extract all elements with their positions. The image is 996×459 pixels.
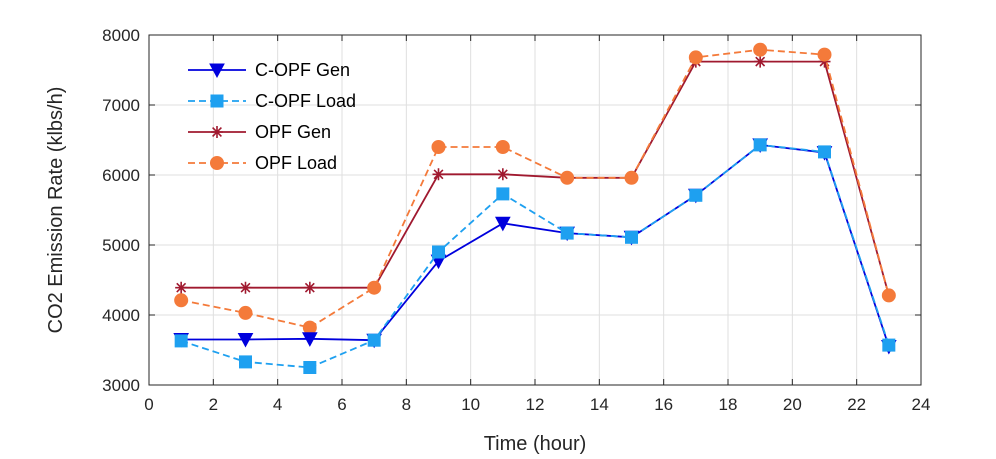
legend: C-OPF Gen C-OPF Load OPF Gen OPF Load [188,60,356,173]
x-tick-label: 0 [144,395,153,414]
data-point [496,168,509,181]
legend-entry: OPF Gen [188,122,331,142]
x-tick-label: 8 [402,395,411,414]
legend-marker [210,94,224,108]
legend-entry: OPF Load [188,153,337,173]
data-point [239,355,252,369]
x-tick-label: 4 [273,395,282,414]
data-point [239,281,252,294]
legend-label: OPF Gen [255,122,331,142]
data-point [175,281,188,294]
series-line [180,143,890,369]
legend-marker [211,126,223,138]
data-point [817,47,832,62]
data-point [882,338,896,352]
y-tick-label: 3000 [102,376,140,395]
legend-marker [209,63,225,79]
x-tick-label: 16 [654,395,673,414]
data-point [881,288,896,303]
data-point [688,50,703,65]
series-layer [173,42,897,374]
series-c-opf-load [174,138,896,374]
data-point [432,168,445,181]
legend-entry: C-OPF Load [188,91,356,111]
x-tick-label: 6 [337,395,346,414]
data-point [432,245,445,259]
data-point [753,42,768,57]
data-point [174,293,189,308]
grid-lines [149,35,921,385]
series-line [180,48,890,329]
data-point [367,333,381,347]
data-point [303,281,316,294]
series-line [181,60,890,296]
x-tick-label: 20 [783,395,802,414]
data-point [303,361,317,374]
legend-marker [210,156,224,170]
legend-label: C-OPF Gen [255,60,350,80]
x-tick-label: 22 [847,395,866,414]
x-tick-label: 12 [526,395,545,414]
x-tick-label: 14 [590,395,609,414]
data-point [753,138,767,152]
data-point [174,334,188,348]
legend-entry: C-OPF Gen [188,60,350,80]
data-point [689,188,703,202]
y-tick-label: 4000 [102,306,140,325]
legend-label: C-OPF Load [255,91,356,111]
y-tick-label: 8000 [102,26,140,45]
x-tick-label: 2 [209,395,218,414]
y-axis-title: CO2 Emission Rate (klbs/h) [45,87,67,334]
data-point [301,332,318,347]
data-point [818,145,831,159]
data-point [560,226,574,240]
data-point [302,320,317,335]
x-tick-label: 24 [912,395,931,414]
y-tick-label: 7000 [102,96,140,115]
data-point [496,187,510,201]
data-point [367,280,382,295]
data-point [238,305,253,320]
axis-ticks: 0 2 4 6 8 10 12 14 16 18 20 22 243000400050006000700… [102,26,930,414]
data-point [237,333,254,348]
legend-label: OPF Load [255,153,337,173]
y-tick-label: 5000 [102,236,140,255]
series-opf-load [174,42,896,335]
x-tick-label: 10 [461,395,480,414]
data-point [560,170,575,185]
data-point [754,55,767,68]
x-tick-label: 18 [719,395,738,414]
data-point [431,140,446,154]
data-point [494,216,511,232]
data-point [495,140,510,154]
y-tick-label: 6000 [102,166,140,185]
x-axis-title: Time (hour) [484,433,587,455]
data-point [624,170,639,185]
data-point [625,230,638,244]
